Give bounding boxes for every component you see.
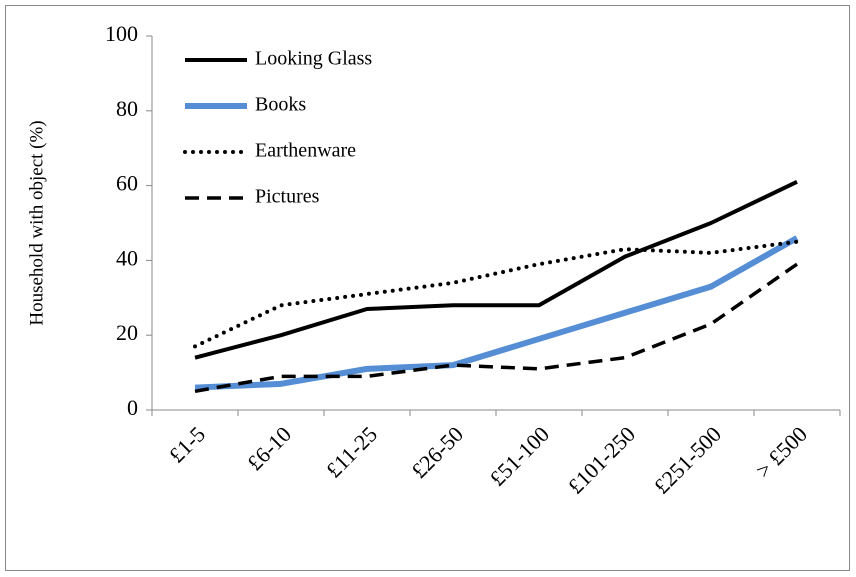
- legend-label: Books: [255, 94, 306, 116]
- legend-label: Looking Glass: [255, 48, 372, 70]
- y-axis-label: Household with object (%): [26, 120, 47, 325]
- y-tick-label: 60: [116, 171, 138, 196]
- data-line: [193, 239, 799, 349]
- y-tick-label: 0: [127, 395, 138, 420]
- data-line: [194, 180, 798, 360]
- y-tick-label: 20: [116, 320, 138, 345]
- data-line: [194, 235, 799, 391]
- data-line: [194, 262, 798, 394]
- chart-frame: [5, 5, 850, 571]
- legend-label: Earthenware: [255, 140, 356, 162]
- y-tick-label: 80: [116, 96, 138, 121]
- y-tick-label: 40: [116, 245, 138, 270]
- legend-label: Pictures: [255, 186, 320, 208]
- y-tick-label: 100: [105, 21, 138, 46]
